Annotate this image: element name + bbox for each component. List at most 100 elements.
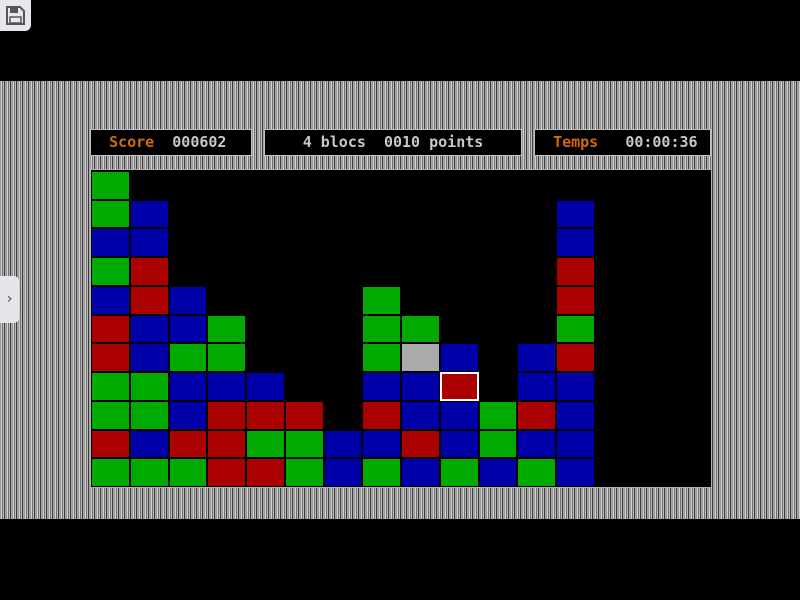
blue-block[interactable] <box>517 429 556 459</box>
green-block[interactable] <box>207 343 246 373</box>
red-block[interactable] <box>517 400 556 430</box>
empty-cell <box>207 199 246 229</box>
blue-block[interactable] <box>556 458 595 487</box>
green-block[interactable] <box>91 372 130 401</box>
green-block[interactable] <box>478 429 518 459</box>
green-block[interactable] <box>91 458 130 487</box>
green-block[interactable] <box>556 314 595 344</box>
blue-block[interactable] <box>439 429 479 459</box>
blue-block[interactable] <box>129 429 169 459</box>
blue-block[interactable] <box>207 372 246 401</box>
time-panel: Temps 00:00:36 <box>534 129 711 156</box>
blue-block[interactable] <box>168 285 208 315</box>
empty-cell <box>633 400 673 430</box>
red-block[interactable] <box>401 429 440 459</box>
block-grid[interactable] <box>91 171 711 487</box>
red-block[interactable] <box>556 343 595 373</box>
red-block[interactable] <box>207 429 246 459</box>
red-block[interactable] <box>439 372 479 401</box>
red-block[interactable] <box>129 285 169 315</box>
blue-block[interactable] <box>362 372 401 401</box>
blue-block[interactable] <box>517 372 556 401</box>
game-board[interactable] <box>90 169 712 488</box>
empty-cell <box>517 228 556 258</box>
blue-block[interactable] <box>168 372 208 401</box>
red-block[interactable] <box>246 400 285 430</box>
empty-cell <box>633 228 673 258</box>
blue-block[interactable] <box>362 429 401 459</box>
save-button[interactable] <box>0 0 31 31</box>
empty-cell <box>207 171 246 200</box>
blue-block[interactable] <box>401 458 440 487</box>
red-block[interactable] <box>556 285 595 315</box>
green-block[interactable] <box>129 458 169 487</box>
blue-block[interactable] <box>401 400 440 430</box>
blue-block[interactable] <box>556 372 595 401</box>
blue-block[interactable] <box>129 228 169 258</box>
red-block[interactable] <box>246 458 285 487</box>
empty-cell <box>323 171 363 200</box>
empty-cell <box>284 257 324 286</box>
blue-block[interactable] <box>91 228 130 258</box>
green-block[interactable] <box>401 314 440 344</box>
side-panel-toggle[interactable]: › <box>0 276 19 323</box>
green-block[interactable] <box>439 458 479 487</box>
red-block[interactable] <box>129 257 169 286</box>
empty-cell <box>556 171 595 200</box>
green-block[interactable] <box>129 400 169 430</box>
green-block[interactable] <box>362 314 401 344</box>
blue-block[interactable] <box>439 400 479 430</box>
gray-block[interactable] <box>401 343 440 373</box>
red-block[interactable] <box>91 314 130 344</box>
green-block[interactable] <box>91 257 130 286</box>
green-block[interactable] <box>207 314 246 344</box>
empty-cell <box>439 199 479 229</box>
red-block[interactable] <box>91 429 130 459</box>
green-block[interactable] <box>284 429 324 459</box>
green-block[interactable] <box>284 458 324 487</box>
empty-cell <box>168 257 208 286</box>
blue-block[interactable] <box>401 372 440 401</box>
blue-block[interactable] <box>323 458 363 487</box>
red-block[interactable] <box>284 400 324 430</box>
green-block[interactable] <box>168 458 208 487</box>
red-block[interactable] <box>556 257 595 286</box>
red-block[interactable] <box>207 458 246 487</box>
selection-text: 4 blocs 0010 points <box>302 133 484 151</box>
green-block[interactable] <box>362 458 401 487</box>
green-block[interactable] <box>246 429 285 459</box>
green-block[interactable] <box>91 171 130 200</box>
empty-cell <box>284 228 324 258</box>
blue-block[interactable] <box>556 228 595 258</box>
green-block[interactable] <box>517 458 556 487</box>
blue-block[interactable] <box>556 400 595 430</box>
blue-block[interactable] <box>478 458 518 487</box>
green-block[interactable] <box>478 400 518 430</box>
green-block[interactable] <box>168 343 208 373</box>
blue-block[interactable] <box>168 314 208 344</box>
blue-block[interactable] <box>517 343 556 373</box>
green-block[interactable] <box>362 285 401 315</box>
green-block[interactable] <box>362 343 401 373</box>
red-block[interactable] <box>91 343 130 373</box>
red-block[interactable] <box>362 400 401 430</box>
green-block[interactable] <box>91 199 130 229</box>
blue-block[interactable] <box>129 343 169 373</box>
blue-block[interactable] <box>129 314 169 344</box>
empty-cell <box>672 400 711 430</box>
blue-block[interactable] <box>91 285 130 315</box>
empty-cell <box>672 228 711 258</box>
empty-cell <box>323 285 363 315</box>
blue-block[interactable] <box>439 343 479 373</box>
blue-block[interactable] <box>168 400 208 430</box>
blue-block[interactable] <box>323 429 363 459</box>
score-value: 000602 <box>172 133 227 151</box>
blue-block[interactable] <box>556 429 595 459</box>
blue-block[interactable] <box>556 199 595 229</box>
green-block[interactable] <box>91 400 130 430</box>
red-block[interactable] <box>168 429 208 459</box>
red-block[interactable] <box>207 400 246 430</box>
green-block[interactable] <box>129 372 169 401</box>
blue-block[interactable] <box>129 199 169 229</box>
blue-block[interactable] <box>246 372 285 401</box>
